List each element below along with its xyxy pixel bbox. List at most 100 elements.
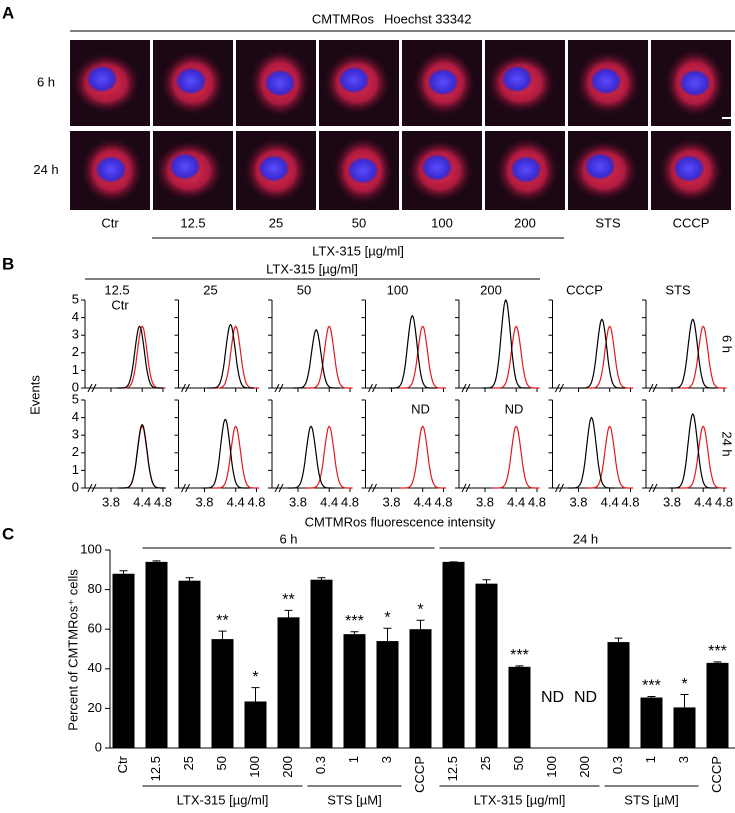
histogram-curve <box>399 425 447 489</box>
axis-break <box>555 483 560 493</box>
x-tick-label: 1 <box>346 756 361 763</box>
axis-break <box>372 383 377 393</box>
histogram-curve <box>118 423 166 489</box>
x-tick-label: 100 <box>544 756 559 778</box>
y-tick-label: 80 <box>88 581 102 596</box>
significance: * <box>384 609 390 626</box>
bar <box>640 697 663 748</box>
group-label: LTX-315 [µg/ml] <box>474 792 566 807</box>
column-label: 50 <box>352 215 366 230</box>
histogram-curve <box>492 325 540 389</box>
y-tick-label: 5 <box>72 391 79 406</box>
histogram-curve <box>399 325 447 389</box>
y-tick-label: 5 <box>72 291 79 306</box>
row-label: 24 h <box>720 431 735 456</box>
error-bar <box>614 637 623 643</box>
axis-break <box>465 483 471 493</box>
axis-break <box>652 383 658 393</box>
column-label: CCCP <box>673 215 710 230</box>
y-tick-label: 0 <box>72 479 79 494</box>
x-tick-label: 50 <box>214 756 229 770</box>
histogram-curve <box>305 325 353 389</box>
error-bar <box>713 661 722 663</box>
axis-break <box>555 383 560 393</box>
axis-break <box>368 383 373 393</box>
axis-break <box>274 483 280 493</box>
histogram-curve <box>586 425 634 489</box>
error-bar <box>218 630 227 640</box>
x-tick-label: Ctr <box>115 755 130 773</box>
legend-text: Ctr <box>111 297 129 312</box>
column-label: STS <box>665 282 691 297</box>
x-tick-label: 3.8 <box>476 494 494 509</box>
x-tick-label: CCCP <box>412 756 427 793</box>
x-tick-label: 0.3 <box>313 756 328 774</box>
bar <box>442 561 465 748</box>
legend-text: Hoechst 33342 <box>384 11 471 26</box>
legend-text: CMTMRos <box>312 11 375 26</box>
column-label: Ctr <box>101 215 119 230</box>
x-tick-label: 1 <box>643 756 658 763</box>
y-tick-label: 20 <box>88 700 102 715</box>
y-tick-label: 40 <box>88 660 102 675</box>
x-tick-label: 12.5 <box>445 756 460 781</box>
axis-break <box>181 383 186 393</box>
x-tick-label: 12.5 <box>148 756 163 781</box>
significance: * <box>417 602 423 619</box>
nucleus <box>259 155 289 182</box>
bar <box>343 634 366 748</box>
nucleus <box>422 154 452 181</box>
group-label: LTX-315 [µg/ml] <box>177 792 269 807</box>
bar <box>508 666 531 748</box>
histogram-curve <box>679 425 727 489</box>
column-label: 200 <box>480 282 502 297</box>
y-tick-label: 3 <box>72 427 79 442</box>
bar <box>112 573 135 748</box>
x-tick-label: 4.4 <box>507 494 525 509</box>
error-bar <box>152 560 161 562</box>
x-tick-label: 4.4 <box>320 494 338 509</box>
x-tick-label: 3.8 <box>663 494 681 509</box>
row-label: 6 h <box>720 335 735 353</box>
y-tick-label: 0 <box>72 379 79 394</box>
x-tick-label: 3 <box>379 756 394 763</box>
y-tick-label: 4 <box>72 409 79 424</box>
x-tick-label: 0.3 <box>610 756 625 774</box>
histogram-curve <box>207 323 254 389</box>
nucleus <box>680 70 710 96</box>
error-bar <box>416 619 425 630</box>
error-bar <box>317 577 326 580</box>
histogram-curve <box>305 425 353 489</box>
histogram-curve <box>679 325 727 389</box>
histogram-curve <box>287 425 335 489</box>
bar <box>178 580 201 748</box>
x-tick-label: 4.4 <box>133 494 151 509</box>
y-tick-label: 1 <box>72 462 79 477</box>
column-label: 100 <box>431 215 453 230</box>
group-label: LTX-315 [µg/ml] <box>266 261 358 276</box>
histogram-curve <box>201 418 249 489</box>
panel-label: B <box>2 254 14 273</box>
row-label: 6 h <box>37 74 55 89</box>
y-tick-label: 0 <box>95 739 102 754</box>
nucleus <box>339 67 369 93</box>
axis-break <box>87 483 93 493</box>
column-label: 12.5 <box>180 215 205 230</box>
significance: *** <box>708 643 727 660</box>
y-tick-label: 4 <box>72 309 79 324</box>
histogram-curve <box>669 318 717 389</box>
axis-break <box>368 483 373 493</box>
panel-label: C <box>2 524 14 543</box>
column-label: 12.5 <box>104 282 129 297</box>
histogram-curve <box>212 425 260 489</box>
group-label: STS [µM] <box>327 792 381 807</box>
nucleus <box>170 153 200 180</box>
histogram-curve <box>492 425 540 489</box>
histogram-curve <box>482 298 530 389</box>
x-tick-label: 3.8 <box>382 494 400 509</box>
x-tick-label: 3.8 <box>569 494 587 509</box>
nucleus <box>87 66 117 92</box>
histogram-curve <box>116 325 163 389</box>
column-label: 25 <box>203 282 217 297</box>
histogram-curve <box>578 318 626 389</box>
